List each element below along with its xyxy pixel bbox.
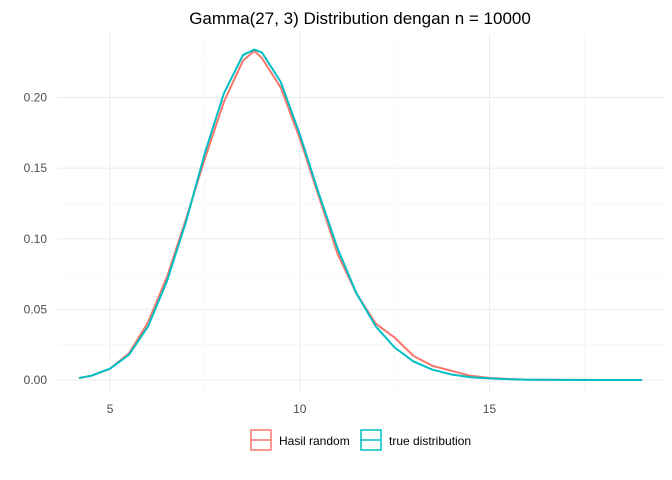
y-tick-label: 0.20 bbox=[24, 91, 48, 105]
y-tick-label: 0.00 bbox=[24, 373, 48, 387]
x-tick-label: 10 bbox=[293, 402, 307, 416]
legend-label: Hasil random bbox=[279, 434, 350, 448]
x-tick-label: 5 bbox=[107, 402, 114, 416]
y-tick-label: 0.10 bbox=[24, 232, 48, 246]
legend-key-hasil-random bbox=[250, 429, 272, 451]
legend: Hasil random true distribution bbox=[250, 429, 471, 451]
legend-key-true-distribution bbox=[360, 429, 382, 451]
legend-label: true distribution bbox=[389, 434, 471, 448]
x-tick-label: 15 bbox=[483, 402, 497, 416]
density-line-hasil-random bbox=[78, 49, 643, 381]
series-layer bbox=[78, 48, 643, 381]
y-tick-label: 0.05 bbox=[24, 302, 48, 316]
chart-title: Gamma(27, 3) Distribution dengan n = 100… bbox=[189, 9, 531, 28]
grid-layer bbox=[57, 34, 664, 392]
density-line-true-distribution bbox=[78, 48, 643, 381]
y-tick-label: 0.15 bbox=[24, 161, 48, 175]
axis-labels: 5 10 15 0.00 0.05 0.10 0.15 0.20 bbox=[24, 91, 497, 416]
